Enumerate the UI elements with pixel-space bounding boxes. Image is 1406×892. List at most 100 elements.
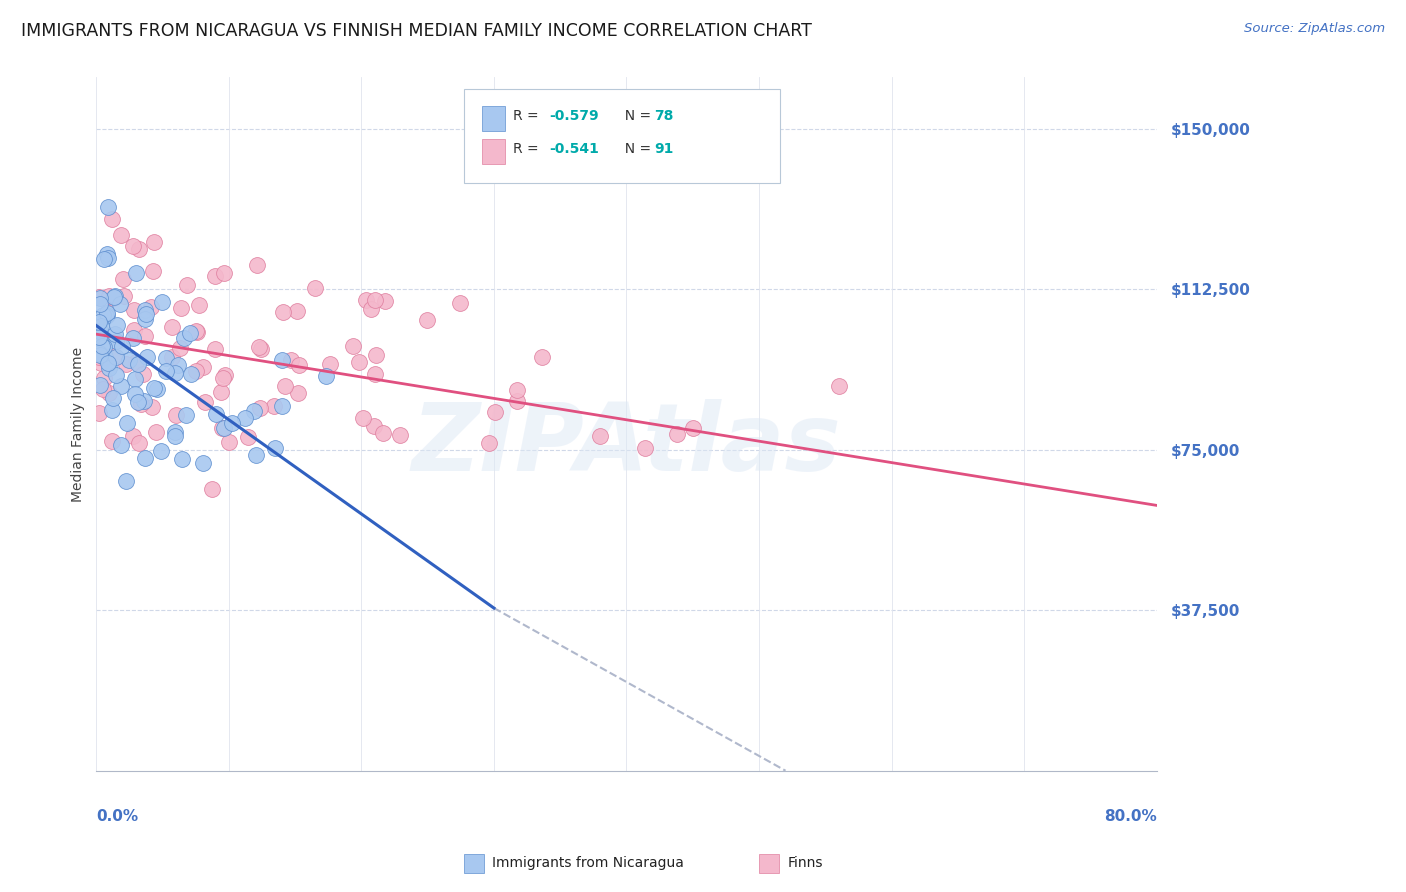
Text: IMMIGRANTS FROM NICARAGUA VS FINNISH MEDIAN FAMILY INCOME CORRELATION CHART: IMMIGRANTS FROM NICARAGUA VS FINNISH MED…	[21, 22, 813, 40]
Point	[160, 320, 183, 334]
Text: 91: 91	[654, 142, 673, 156]
Point	[122, 238, 145, 252]
Point	[90, 319, 112, 334]
Point	[146, 382, 169, 396]
Point	[155, 351, 177, 366]
Point	[449, 295, 471, 310]
Point	[117, 352, 139, 367]
Point	[93, 350, 115, 364]
Point	[142, 381, 165, 395]
Point	[104, 289, 127, 303]
Point	[96, 308, 118, 322]
Point	[104, 326, 127, 341]
Point	[124, 387, 146, 401]
Point	[478, 436, 501, 450]
Point	[96, 247, 118, 261]
Point	[87, 406, 110, 420]
Point	[167, 358, 190, 372]
Point	[287, 385, 309, 400]
Point	[374, 293, 396, 308]
Point	[285, 304, 308, 318]
Point	[163, 429, 186, 443]
Point	[143, 235, 166, 249]
Point	[108, 296, 131, 310]
Point	[214, 368, 236, 383]
Point	[90, 339, 112, 353]
Point	[179, 326, 201, 341]
Point	[128, 435, 150, 450]
Point	[124, 372, 146, 386]
Point	[236, 430, 259, 444]
Point	[184, 324, 207, 338]
Point	[145, 425, 167, 439]
Text: Immigrants from Nicaragua: Immigrants from Nicaragua	[492, 855, 683, 870]
Point	[186, 364, 208, 378]
Text: N =: N =	[616, 109, 655, 123]
Point	[280, 353, 302, 368]
Point	[101, 402, 124, 417]
Point	[371, 425, 394, 440]
Point	[186, 325, 208, 339]
Point	[634, 441, 657, 455]
Point	[134, 311, 156, 326]
Point	[93, 340, 115, 354]
Point	[104, 368, 127, 383]
Point	[170, 301, 193, 315]
Point	[201, 482, 224, 496]
Point	[134, 329, 156, 343]
Point	[105, 318, 128, 332]
Point	[204, 269, 226, 284]
Point	[150, 295, 173, 310]
Point	[87, 324, 110, 338]
Point	[105, 351, 128, 365]
Point	[97, 251, 120, 265]
Point	[127, 394, 149, 409]
Point	[87, 290, 110, 304]
Point	[93, 371, 115, 385]
Point	[97, 200, 120, 214]
Point	[288, 358, 311, 372]
Point	[352, 411, 374, 425]
Text: ZIPAtlas: ZIPAtlas	[412, 399, 841, 491]
Point	[263, 399, 285, 413]
Point	[94, 350, 117, 364]
Point	[169, 341, 191, 355]
Point	[191, 456, 214, 470]
Point	[94, 334, 117, 349]
Text: 0.0%: 0.0%	[97, 809, 138, 824]
Point	[530, 350, 553, 364]
Point	[135, 307, 157, 321]
Point	[245, 448, 267, 462]
Point	[96, 305, 118, 319]
Point	[682, 421, 704, 435]
Y-axis label: Median Family Income: Median Family Income	[72, 346, 86, 501]
Point	[233, 411, 256, 425]
Point	[115, 475, 138, 489]
Point	[180, 368, 202, 382]
Point	[218, 434, 240, 449]
Point	[204, 342, 226, 356]
Point	[87, 330, 110, 344]
Point	[665, 427, 688, 442]
Point	[98, 386, 121, 401]
Point	[247, 340, 270, 354]
Point	[160, 351, 183, 365]
Point	[589, 429, 612, 443]
Text: R =: R =	[513, 109, 543, 123]
Text: R =: R =	[513, 142, 543, 156]
Point	[141, 264, 163, 278]
Point	[122, 322, 145, 336]
Point	[91, 309, 114, 323]
Point	[416, 313, 439, 327]
Point	[250, 342, 273, 356]
Point	[315, 369, 337, 384]
Point	[347, 355, 370, 369]
Point	[129, 397, 152, 411]
Point	[273, 379, 295, 393]
Point	[89, 348, 111, 362]
Point	[243, 404, 266, 418]
Point	[87, 351, 110, 365]
Point	[115, 416, 138, 430]
Point	[191, 360, 214, 375]
Point	[101, 391, 124, 405]
